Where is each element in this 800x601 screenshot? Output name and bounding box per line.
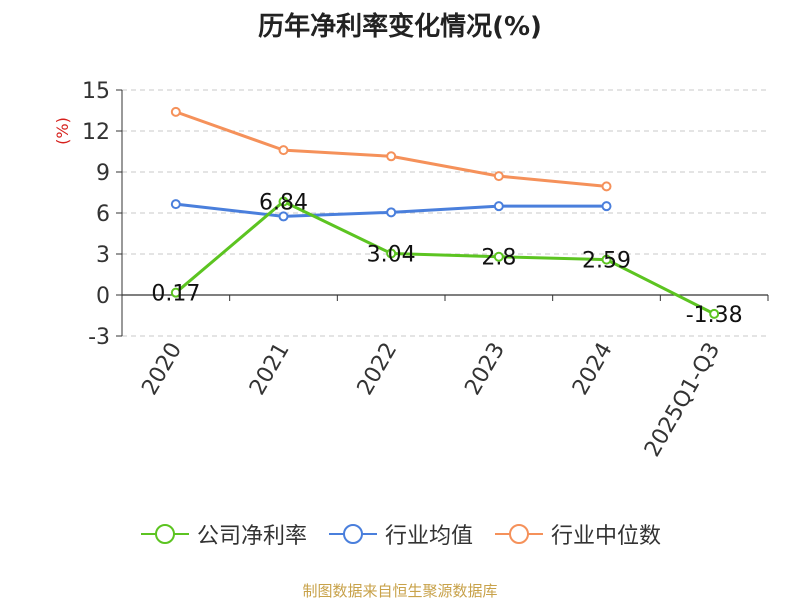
- y-tick-label: 12: [82, 120, 110, 145]
- legend-item[interactable]: 公司净利率: [139, 518, 307, 550]
- series-lines: [170, 106, 720, 319]
- data-point: [493, 251, 504, 262]
- legend-marker-icon: [495, 524, 543, 544]
- x-tick-label: 2020: [137, 339, 187, 400]
- y-tick-label: 9: [96, 161, 110, 186]
- legend: 公司净利率 行业均值 行业中位数: [0, 518, 800, 550]
- series-line: [175, 110, 607, 188]
- y-tick-label: 0: [96, 284, 110, 309]
- data-point: [601, 254, 612, 265]
- data-label: 0.17: [151, 282, 200, 307]
- y-tick-label: -3: [88, 325, 110, 350]
- data-point: [278, 211, 289, 222]
- data-label: -1.38: [686, 303, 743, 328]
- legend-label: 行业均值: [384, 524, 473, 549]
- y-tick-label: 6: [96, 202, 110, 227]
- legend-marker-icon: [140, 524, 189, 544]
- data-labels: 0.17 6.84 3.04 2.8 2.59 -1.38: [151, 191, 742, 328]
- x-tick-label: 2021: [245, 339, 295, 400]
- data-point: [278, 196, 289, 207]
- chart-title: 历年净利率变化情况(%): [258, 12, 542, 42]
- data-point: [493, 171, 504, 182]
- data-point: [386, 151, 397, 162]
- data-point: [601, 201, 612, 212]
- data-point: [170, 287, 181, 298]
- series-line: [174, 200, 715, 316]
- data-point: [278, 145, 289, 156]
- x-tick-label: 2025Q1-Q3: [640, 339, 725, 462]
- data-point: [170, 106, 181, 117]
- legend-label: 行业中位数: [551, 524, 662, 549]
- legend-item[interactable]: 行业中位数: [493, 518, 661, 550]
- data-label: 2.8: [481, 246, 516, 271]
- source-note: 制图数据来自恒生聚源数据库: [302, 582, 498, 600]
- x-tick-label: 2024: [568, 339, 618, 400]
- data-point: [709, 308, 720, 319]
- legend-marker-icon: [328, 524, 377, 544]
- data-label: 2.59: [582, 249, 631, 274]
- data-point: [386, 207, 397, 218]
- data-point: [386, 248, 397, 259]
- y-tick-label: 3: [96, 243, 110, 268]
- y-tick-label: 15: [82, 79, 110, 104]
- data-label: 6.84: [259, 191, 308, 216]
- axes: 15 12 9 6 3 0 -3 (%) 2020 2021 2022 2023 2024 2025Q1-…: [53, 79, 769, 462]
- x-tick-label: 2023: [460, 339, 510, 400]
- data-point: [493, 201, 504, 212]
- data-point: [601, 181, 612, 192]
- x-tick-label: 2022: [353, 339, 403, 400]
- legend-label: 公司净利率: [196, 524, 307, 549]
- legend-item[interactable]: 行业均值: [327, 518, 473, 550]
- data-label: 3.04: [367, 242, 416, 267]
- y-axis-label: (%): [53, 117, 72, 145]
- data-point: [170, 199, 181, 210]
